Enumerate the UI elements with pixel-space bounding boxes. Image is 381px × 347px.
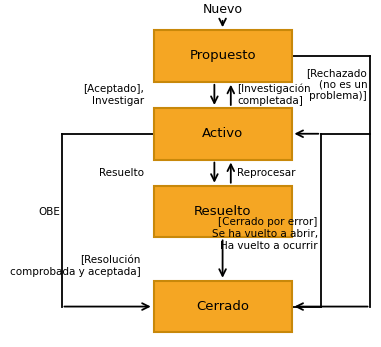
Text: Activo: Activo [202,127,243,140]
Text: [Investigación
completada]: [Investigación completada] [237,84,311,106]
FancyBboxPatch shape [154,281,291,332]
Text: Reprocesar: Reprocesar [237,168,296,178]
FancyBboxPatch shape [154,186,291,237]
Text: [Cerrado por error]
Se ha vuelto a abrir,
Ha vuelto a ocurrir: [Cerrado por error] Se ha vuelto a abrir… [212,217,318,251]
FancyBboxPatch shape [154,108,291,160]
Text: Nuevo: Nuevo [203,3,243,16]
Text: Resuelto: Resuelto [99,168,144,178]
Text: Cerrado: Cerrado [196,300,249,313]
Text: [Rechazado
(no es un
problema)]: [Rechazado (no es un problema)] [306,68,367,101]
Text: [Aceptado],
Investigar: [Aceptado], Investigar [83,84,144,106]
Text: Propuesto: Propuesto [189,50,256,62]
Text: Resuelto: Resuelto [194,205,251,218]
Text: [Resolución
comprobada y aceptada]: [Resolución comprobada y aceptada] [10,255,141,277]
FancyBboxPatch shape [154,30,291,82]
Text: OBE: OBE [38,206,60,217]
